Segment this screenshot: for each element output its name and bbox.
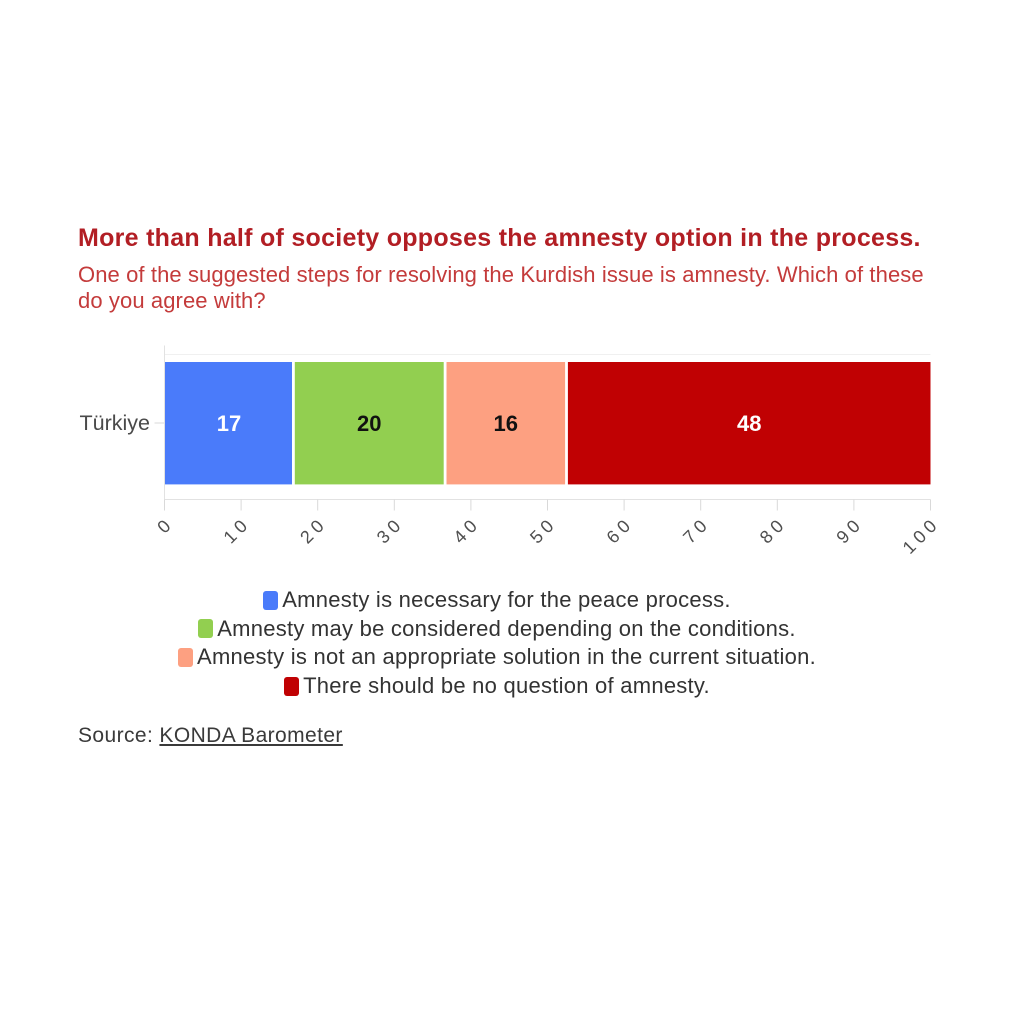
svg-text:Türkiye: Türkiye xyxy=(80,411,150,435)
svg-text:0: 0 xyxy=(153,513,177,537)
svg-text:40: 40 xyxy=(449,513,484,548)
svg-text:100: 100 xyxy=(899,513,944,558)
svg-text:17: 17 xyxy=(217,411,241,436)
svg-text:10: 10 xyxy=(220,513,255,548)
svg-text:48: 48 xyxy=(737,411,761,436)
svg-text:16: 16 xyxy=(494,411,518,436)
svg-text:70: 70 xyxy=(679,513,714,548)
svg-text:60: 60 xyxy=(603,513,638,548)
svg-text:20: 20 xyxy=(296,513,331,548)
svg-text:30: 30 xyxy=(373,513,408,548)
svg-text:80: 80 xyxy=(756,513,791,548)
svg-text:50: 50 xyxy=(526,513,561,548)
svg-text:90: 90 xyxy=(832,513,867,548)
svg-text:20: 20 xyxy=(357,411,381,436)
